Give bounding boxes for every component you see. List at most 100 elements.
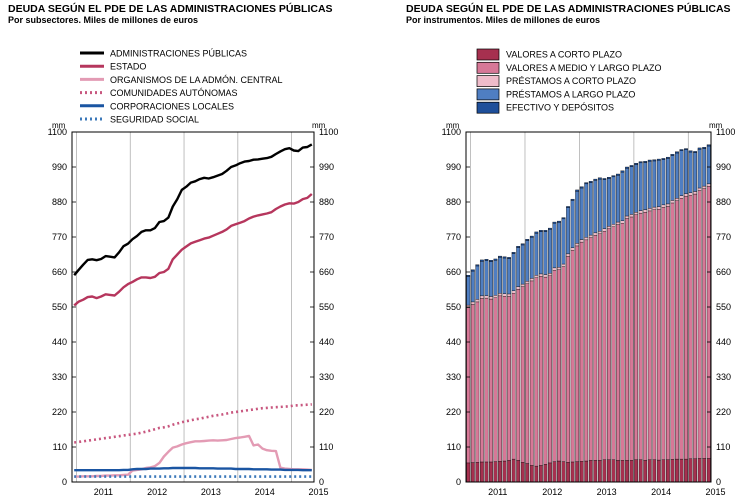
bar-segment — [511, 290, 516, 294]
y-tick-label-right: 990 — [319, 162, 334, 172]
bar-segment — [516, 289, 521, 461]
bar-segment — [611, 224, 616, 227]
bar-segment — [670, 459, 675, 483]
bar-segment — [493, 295, 498, 298]
bar-segment — [620, 170, 625, 173]
y-tick-label-left: 0 — [456, 477, 461, 487]
bar-segment — [534, 275, 539, 278]
bar-segment — [470, 304, 475, 463]
bar-segment — [566, 462, 570, 483]
bar-segment — [656, 209, 661, 461]
bar-segment — [702, 458, 707, 483]
bar-segment — [593, 460, 598, 483]
bar-segment — [561, 263, 566, 267]
bar-segment — [507, 293, 511, 297]
chart-subtitle-right: Por instrumentos. Miles de millones de e… — [406, 15, 601, 25]
panel-right: DEUDA SEGÚN EL PDE DE LAS ADMINISTRACION… — [378, 0, 756, 502]
bar-segment — [489, 298, 493, 463]
bar-segment — [502, 296, 507, 462]
y-unit-right: mm — [312, 121, 326, 130]
bar-segment — [538, 231, 543, 275]
bar-segment — [557, 269, 561, 462]
legend-label: PRÉSTAMOS A LARGO PLAZO — [506, 89, 635, 99]
y-tick-label-left: 440 — [52, 337, 67, 347]
bar-segment — [511, 458, 516, 483]
y-tick-label-left: 770 — [52, 232, 67, 242]
bar-segment — [675, 458, 679, 483]
y-tick-label-left: 550 — [446, 302, 461, 312]
bar-segment — [597, 177, 602, 180]
bar-segment — [679, 195, 684, 199]
panel-left: DEUDA SEGÚN EL PDE DE LAS ADMINISTRACION… — [8, 3, 338, 497]
bar-segment — [656, 459, 661, 483]
bar-segment — [575, 191, 580, 244]
bar-segment — [570, 198, 575, 201]
bar-segment — [693, 193, 698, 459]
bar-segment — [593, 235, 598, 461]
bar-segment — [520, 462, 525, 483]
y-tick-label-left: 110 — [53, 442, 67, 452]
bar-segment — [584, 460, 589, 483]
chart-title-left: DEUDA SEGÚN EL PDE DE LAS ADMINISTRACION… — [8, 3, 333, 15]
bar-segment — [557, 222, 561, 268]
bar-segment — [484, 260, 489, 296]
bar-segment — [634, 212, 639, 215]
y-tick-label-right: 330 — [319, 372, 334, 382]
bar-segment — [543, 464, 548, 483]
legend-label: ADMINISTRACIONES PÚBLICAS — [110, 49, 247, 59]
bar-segment — [602, 178, 607, 180]
bar-segment — [706, 186, 711, 459]
bar-segment — [507, 296, 511, 461]
bar-segment — [656, 158, 661, 161]
bar-segment — [516, 247, 521, 287]
bar-segment — [670, 200, 675, 204]
bar-segment — [684, 149, 688, 194]
bar-segment — [602, 459, 607, 483]
bar-segment — [625, 168, 629, 217]
x-tick-label: 2012 — [542, 487, 562, 497]
bar-segment — [675, 151, 679, 154]
bar-segment — [675, 152, 679, 199]
bar-segment — [616, 221, 620, 225]
bar-segment — [611, 226, 616, 460]
y-tick-label-right: 770 — [716, 232, 731, 242]
bar-segment — [616, 175, 620, 223]
bar-segment — [620, 460, 625, 483]
bar-segment — [611, 175, 616, 178]
bar-segment — [647, 161, 652, 209]
bar-segment — [507, 460, 511, 483]
bar-segment — [652, 159, 657, 162]
bar-segment — [634, 214, 639, 460]
bar-segment — [484, 297, 489, 463]
bar-segment — [525, 240, 530, 282]
bar-segment — [566, 206, 570, 208]
bar-segment — [688, 192, 693, 196]
bar-segment — [493, 260, 498, 296]
bar-segment — [593, 180, 598, 234]
bar-segment — [588, 182, 593, 236]
bar-segment — [597, 178, 602, 232]
bar-segment — [607, 459, 611, 483]
y-tick-label-right: 330 — [716, 372, 731, 382]
bar-segment — [607, 178, 611, 227]
series-line — [74, 403, 312, 444]
bar-segment — [616, 460, 620, 483]
bar-segment — [697, 187, 702, 191]
bar-segment — [656, 160, 661, 207]
bar-segment — [548, 273, 552, 276]
bar-segment — [638, 161, 643, 164]
bar-segment — [552, 221, 557, 224]
bar-segment — [593, 178, 598, 181]
y-tick-label-left: 220 — [52, 407, 67, 417]
bar-segment — [684, 458, 688, 483]
bar-segment — [470, 270, 475, 303]
y-tick-label-left: 110 — [447, 442, 461, 452]
bar-segment — [584, 183, 589, 238]
bar-segment — [543, 230, 548, 232]
bar-segment — [543, 276, 548, 465]
bar-segment — [625, 166, 629, 169]
y-tick-label-right: 220 — [319, 407, 334, 417]
bar-segment — [498, 257, 502, 294]
y-tick-label-right: 110 — [319, 442, 333, 452]
plot-frame — [465, 131, 712, 483]
